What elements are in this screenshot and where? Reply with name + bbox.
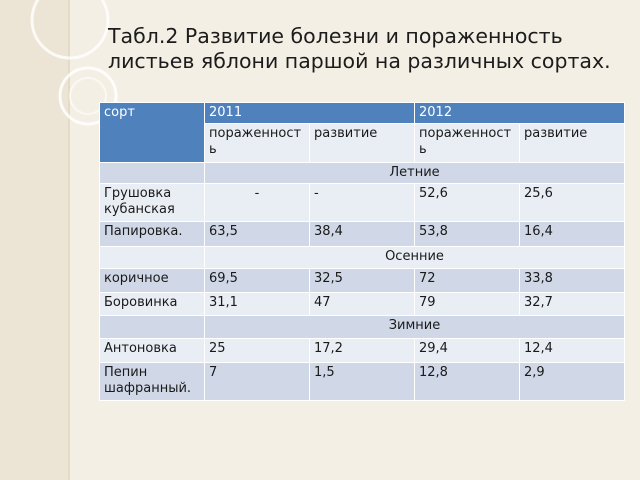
damage-2011: 31,1 — [204, 292, 310, 316]
damage-2012: 53,8 — [414, 221, 520, 247]
group-label-cell — [99, 315, 205, 339]
variety-name: Папировка. — [99, 221, 205, 247]
development-2011: 1,5 — [309, 362, 415, 401]
variety-name: Грушовка кубанская — [99, 183, 205, 222]
development-2011: 17,2 — [309, 338, 415, 363]
damage-2012: 29,4 — [414, 338, 520, 363]
page-title: Табл.2 Развитие болезни и пораженность л… — [108, 24, 611, 73]
damage-2011: - — [204, 183, 310, 222]
development-2012: 32,7 — [519, 292, 625, 316]
header-year-2011: 2011 — [204, 102, 415, 124]
development-2011: 32,5 — [309, 268, 415, 293]
damage-2011: 69,5 — [204, 268, 310, 293]
group-label-cell — [99, 162, 205, 184]
development-2012: 12,4 — [519, 338, 625, 363]
variety-name: коричное — [99, 268, 205, 293]
data-table-container: сорт 2011 2012 пораженность развитие пор… — [99, 102, 625, 401]
header-damage-2012: пораженность — [414, 123, 520, 163]
damage-2011: 25 — [204, 338, 310, 363]
left-decorative-bar — [0, 0, 70, 480]
development-2012: 16,4 — [519, 221, 625, 247]
header-damage-2011: пораженность — [204, 123, 310, 163]
development-2011: 38,4 — [309, 221, 415, 247]
variety-name: Боровинка — [99, 292, 205, 316]
damage-2011: 63,5 — [204, 221, 310, 247]
header-development-2011: развитие — [309, 123, 415, 163]
header-year-2012: 2012 — [414, 102, 625, 124]
group-autumn: Осенние — [204, 246, 625, 269]
variety-name: Антоновка — [99, 338, 205, 363]
decorative-rings — [30, 0, 118, 126]
header-development-2012: развитие — [519, 123, 625, 163]
group-summer: Летние — [204, 162, 625, 184]
development-2012: 2,9 — [519, 362, 625, 401]
variety-name: Пепин шафранный. — [99, 362, 205, 401]
development-2011: - — [309, 183, 415, 222]
data-table: сорт 2011 2012 пораженность развитие пор… — [99, 102, 625, 401]
development-2011: 47 — [309, 292, 415, 316]
header-variety: сорт — [99, 102, 205, 163]
group-label-cell — [99, 246, 205, 269]
damage-2012: 12,8 — [414, 362, 520, 401]
damage-2012: 79 — [414, 292, 520, 316]
group-winter: Зимние — [204, 315, 625, 339]
development-2012: 25,6 — [519, 183, 625, 222]
damage-2012: 52,6 — [414, 183, 520, 222]
development-2012: 33,8 — [519, 268, 625, 293]
damage-2012: 72 — [414, 268, 520, 293]
damage-2011: 7 — [204, 362, 310, 401]
